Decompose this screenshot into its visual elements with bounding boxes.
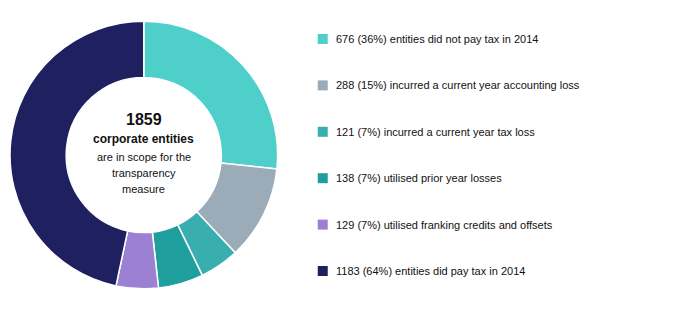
svg-text:121 (7%) incurred a current ye: 121 (7%) incurred a current year tax los… [336,126,535,138]
svg-text:transparency: transparency [112,167,176,179]
svg-text:288 (15%) incurred a current y: 288 (15%) incurred a current year accoun… [336,79,580,91]
svg-text:129 (7%) utilised franking cre: 129 (7%) utilised franking credits and o… [336,219,553,231]
svg-text:676 (36%) entities did not pay: 676 (36%) entities did not pay tax in 20… [336,33,538,45]
svg-text:measure: measure [122,183,165,195]
svg-text:138 (7%) utilised prior year l: 138 (7%) utilised prior year losses [336,172,502,184]
svg-text:corporate entities: corporate entities [93,132,194,146]
svg-text:are in scope for the: are in scope for the [97,151,191,163]
svg-text:1859: 1859 [126,111,162,128]
svg-text:1183 (64%) entities did pay ta: 1183 (64%) entities did pay tax in 2014 [336,265,525,277]
